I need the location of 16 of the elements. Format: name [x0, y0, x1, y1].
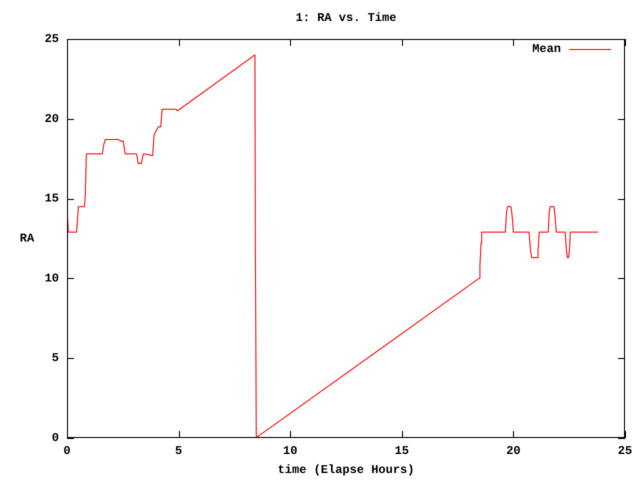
x-axis-title: time (Elapse Hours) [278, 463, 414, 478]
y-tick-label: 20 [44, 112, 59, 126]
x-tick-label: 20 [506, 444, 521, 458]
y-tick-label: 5 [52, 351, 59, 366]
y-tick-label: 0 [52, 431, 59, 446]
text: Mean [532, 42, 561, 56]
chart-title: 1: RA vs. Time [296, 11, 396, 26]
x-tick-label: 25 [618, 444, 632, 458]
x-tick-label: 10 [282, 444, 298, 458]
x-tick-label: 5 [175, 444, 182, 458]
y-tick-label: 15 [44, 192, 59, 206]
y-tick-label: 25 [44, 32, 59, 46]
x-tick-label: 15 [394, 444, 410, 458]
x-tick-label: 0 [63, 444, 71, 458]
y-axis-title: RA [20, 232, 35, 246]
y-tick-label: 10 [44, 271, 59, 286]
